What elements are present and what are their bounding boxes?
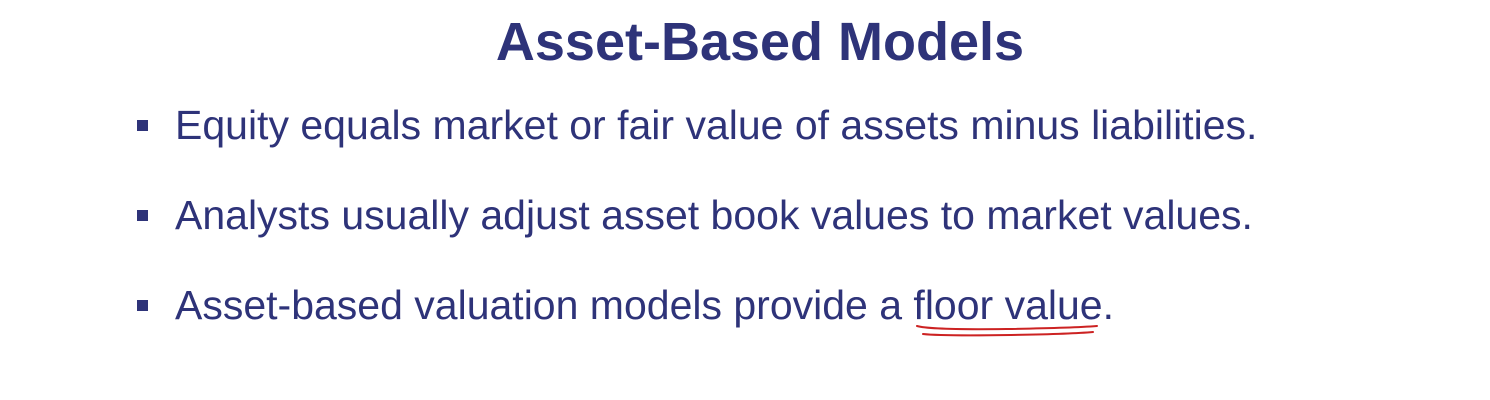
square-bullet-icon	[137, 209, 148, 221]
bullet-item-equity: Equity equals market or fair value of as…	[137, 100, 1257, 150]
bullet-text: Equity equals market or fair value of as…	[175, 102, 1258, 148]
highlighted-term: floor value	[913, 280, 1103, 337]
square-bullet-icon	[137, 119, 148, 131]
pen-underline-annotation	[916, 325, 1099, 337]
bullet-text: Asset-based valuation models provide a f…	[175, 280, 1114, 337]
square-bullet-icon	[137, 299, 148, 311]
bullet-text-suffix: .	[1102, 282, 1114, 328]
bullet-text: Analysts usually adjust asset book value…	[175, 192, 1253, 238]
highlighted-term-text: floor value	[913, 282, 1103, 328]
bullet-text-prefix: Asset-based valuation models provide a	[175, 282, 914, 328]
slide-title: Asset-Based Models	[495, 12, 1025, 72]
bullet-item-floor-value: Asset-based valuation models provide a f…	[137, 280, 1114, 337]
bullet-item-adjust: Analysts usually adjust asset book value…	[137, 190, 1253, 240]
